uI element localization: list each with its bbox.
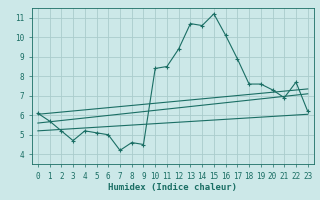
- X-axis label: Humidex (Indice chaleur): Humidex (Indice chaleur): [108, 183, 237, 192]
